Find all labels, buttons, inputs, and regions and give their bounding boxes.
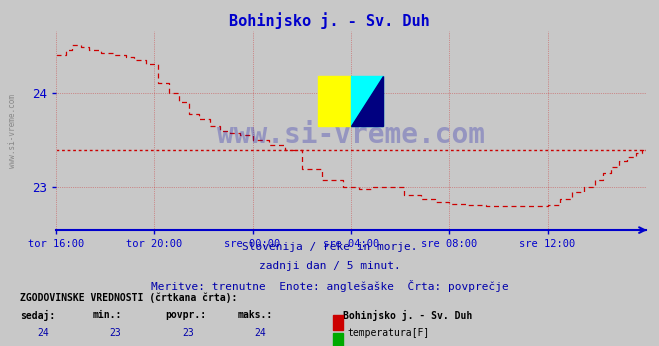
Text: povpr.:: povpr.: [165,310,206,320]
Text: Meritve: trenutne  Enote: anglešaške  Črta: povprečje: Meritve: trenutne Enote: anglešaške Črta… [151,280,508,292]
Bar [318,76,351,126]
Text: sedaj:: sedaj: [20,310,55,321]
Text: Bohinjsko j. - Sv. Duh: Bohinjsko j. - Sv. Duh [229,12,430,29]
Polygon shape [351,76,384,126]
Text: temperatura[F]: temperatura[F] [347,328,430,338]
Text: zadnji dan / 5 minut.: zadnji dan / 5 minut. [258,261,401,271]
Text: maks.:: maks.: [237,310,272,320]
Text: min.:: min.: [92,310,122,320]
Text: 24: 24 [37,328,49,338]
Text: 24: 24 [254,328,266,338]
Text: 23: 23 [182,328,194,338]
Text: Bohinjsko j. - Sv. Duh: Bohinjsko j. - Sv. Duh [343,310,472,321]
Text: www.si-vreme.com: www.si-vreme.com [8,94,17,169]
Text: ZGODOVINSKE VREDNOSTI (črtkana črta):: ZGODOVINSKE VREDNOSTI (črtkana črta): [20,292,237,303]
Bar [351,76,384,126]
Text: Slovenija / reke in morje.: Slovenija / reke in morje. [242,242,417,252]
Text: www.si-vreme.com: www.si-vreme.com [217,121,485,148]
Text: 23: 23 [109,328,121,338]
